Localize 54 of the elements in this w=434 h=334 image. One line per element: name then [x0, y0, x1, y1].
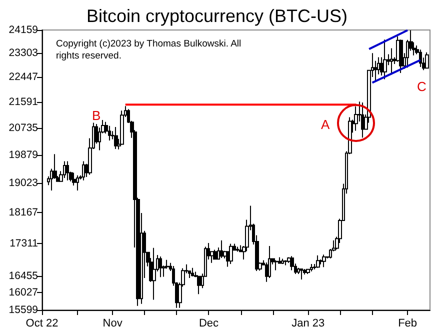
candlestick: [319, 258, 323, 265]
annotation: C: [417, 79, 426, 94]
chart-title: Bitcoin cryptocurrency (BTC-US): [86, 6, 348, 26]
candlestick: [220, 240, 223, 258]
candlestick: [354, 106, 358, 132]
x-tick-label: Oct 22: [26, 318, 58, 330]
candlestick: [322, 254, 326, 268]
y-tick-label: 24159: [8, 24, 38, 36]
candlestick: [159, 256, 162, 278]
x-tick-label: Dec: [198, 318, 220, 330]
candlestick: [419, 49, 422, 68]
y-tick-label: 22447: [8, 71, 38, 84]
y-tick-label: 23303: [8, 47, 38, 60]
candlestick: [284, 260, 287, 266]
candlestick: [82, 160, 85, 181]
candlestick: [316, 254, 320, 268]
candlestick: [120, 110, 124, 146]
x-tick-label: Feb: [398, 318, 418, 330]
y-tick-label: 15599: [8, 304, 38, 316]
x-tick-label: Nov: [102, 318, 123, 330]
candlestick: [290, 256, 294, 271]
candlestick: [229, 243, 233, 265]
candlestick: [197, 276, 201, 295]
annotation: B: [92, 108, 101, 123]
candlestick: [390, 48, 393, 76]
candlestick: [213, 249, 217, 260]
candlestick: [300, 268, 303, 280]
y-tick-label: 16455: [8, 270, 38, 282]
candlestick: [114, 126, 118, 150]
candlestick: [63, 160, 66, 179]
y-tick-label: 19023: [8, 176, 38, 189]
y-tick-label: 19879: [8, 148, 38, 161]
candlestick: [425, 52, 429, 69]
candlestick: [274, 260, 278, 271]
annotation: Copyright (c)2023 by Thomas Bulkowski. All rights reserved.: [56, 38, 244, 62]
candlestick: [191, 267, 194, 277]
candlestick: [268, 245, 271, 278]
y-tick-label: 17311: [10, 237, 38, 250]
candlestick: [383, 39, 387, 80]
y-tick-label: 18167: [8, 206, 38, 218]
candlestick: [281, 258, 284, 265]
candlestick: [361, 102, 364, 138]
candlestick: [76, 174, 79, 192]
candlestick: [236, 246, 239, 252]
y-tick-label: 16027: [8, 286, 38, 299]
x-tick-label: Jan 23: [292, 318, 325, 330]
y-tick-label: 21591: [8, 96, 38, 108]
candlestick: [152, 247, 156, 300]
candlestick: [310, 264, 313, 272]
annotation: A: [321, 117, 330, 132]
candlestick: [399, 39, 403, 74]
candlestick: [108, 125, 111, 141]
candlestick: [66, 160, 69, 181]
y-tick-label: 20735: [8, 122, 38, 134]
